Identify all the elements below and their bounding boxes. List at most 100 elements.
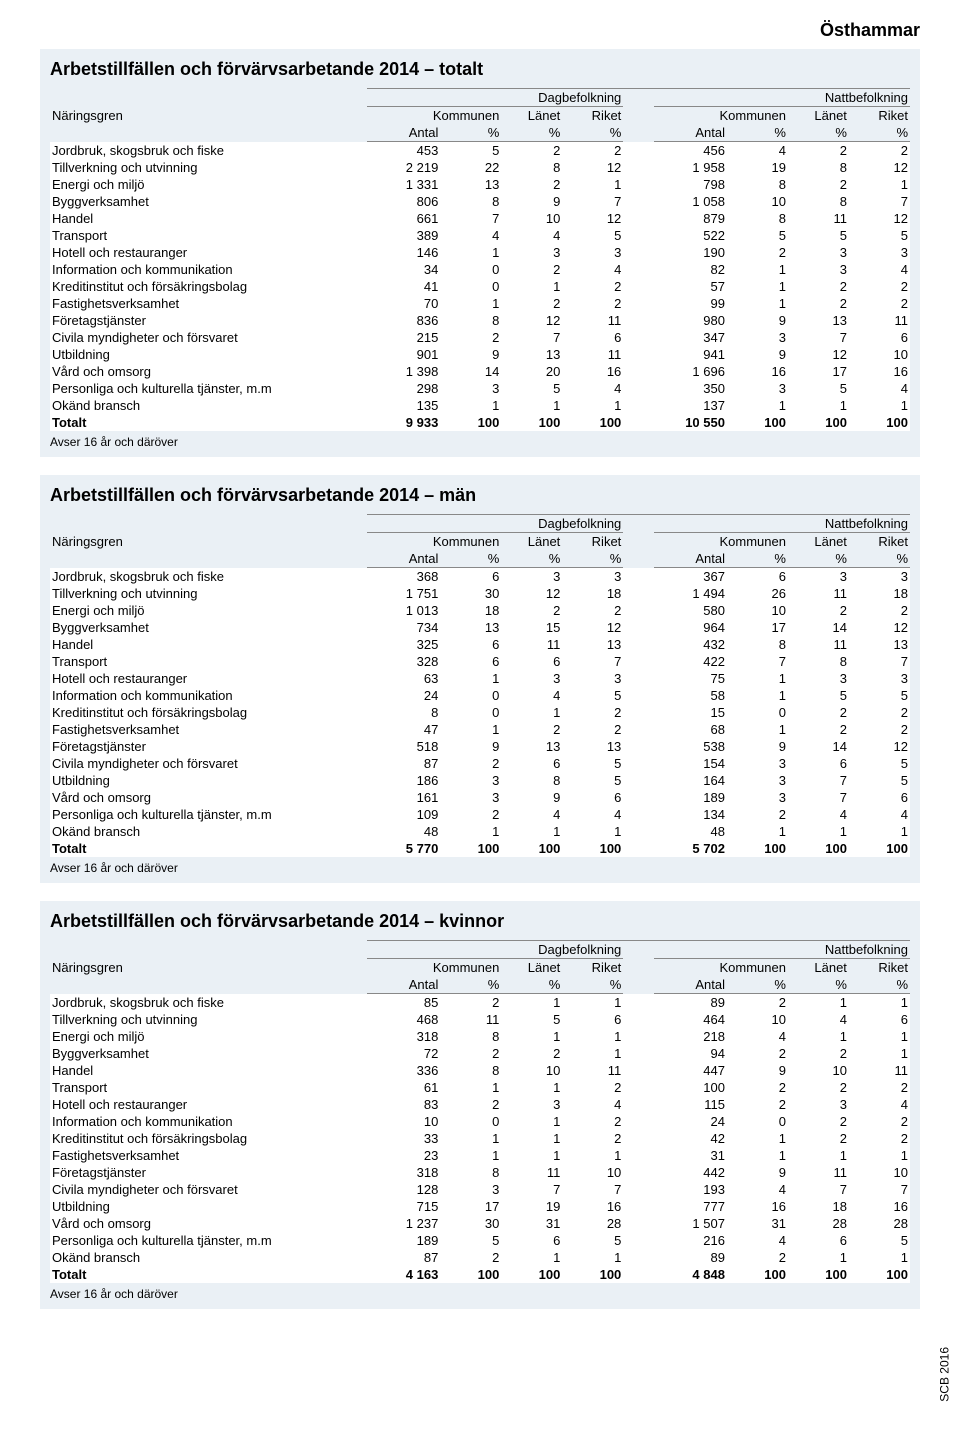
row-label: Utbildning — [50, 1198, 367, 1215]
cell-value: 2 — [788, 1045, 849, 1062]
col-header-lanet: Länet — [788, 533, 849, 551]
table-row: Energi och miljö318811218411 — [50, 1028, 910, 1045]
cell-value: 3 — [849, 244, 910, 261]
cell-value: 100 — [562, 414, 623, 431]
cell-value: 19 — [501, 1198, 562, 1215]
cell-value: 518 — [367, 738, 440, 755]
col-header-pct: % — [440, 124, 501, 142]
row-label: Företagstjänster — [50, 312, 367, 329]
cell-value: 30 — [440, 1215, 501, 1232]
cell-value: 777 — [654, 1198, 727, 1215]
cell-value: 2 — [849, 721, 910, 738]
col-header-pct: % — [562, 976, 623, 994]
table-row: Transport61112100222 — [50, 1079, 910, 1096]
cell-gap — [623, 1215, 653, 1232]
cell-value: 100 — [440, 414, 501, 431]
cell-value: 2 — [501, 142, 562, 160]
cell-value: 85 — [367, 994, 440, 1012]
cell-value: 12 — [849, 210, 910, 227]
cell-value: 58 — [654, 687, 727, 704]
cell-value: 8 — [788, 193, 849, 210]
cell-value: 100 — [849, 414, 910, 431]
cell-gap — [623, 1113, 653, 1130]
cell-value: 4 — [562, 806, 623, 823]
col-header-kommunen: Kommunen — [367, 107, 501, 125]
table-row: Utbildning715171916777161816 — [50, 1198, 910, 1215]
cell-value: 734 — [367, 619, 440, 636]
cell-value: 115 — [654, 1096, 727, 1113]
cell-value: 31 — [654, 1147, 727, 1164]
cell-value: 368 — [367, 568, 440, 586]
cell-gap — [623, 329, 653, 346]
table-row: Kreditinstitut och försäkringsbolag33112… — [50, 1130, 910, 1147]
col-header-pct: % — [501, 976, 562, 994]
cell-value: 7 — [501, 1181, 562, 1198]
cell-value: 1 — [788, 1147, 849, 1164]
row-label: Företagstjänster — [50, 1164, 367, 1181]
cell-value: 1 — [501, 823, 562, 840]
cell-value: 1 — [562, 1045, 623, 1062]
cell-gap — [623, 1011, 653, 1028]
cell-gap — [623, 1232, 653, 1249]
cell-value: 0 — [440, 1113, 501, 1130]
cell-gap — [623, 653, 653, 670]
cell-value: 17 — [727, 619, 788, 636]
cell-value: 1 — [501, 1147, 562, 1164]
cell-value: 1 — [849, 1249, 910, 1266]
table-row-total: Totalt4 1631001001004 848100100100 — [50, 1266, 910, 1283]
cell-value: 2 — [562, 602, 623, 619]
cell-value: 2 — [788, 602, 849, 619]
row-label: Jordbruk, skogsbruk och fiske — [50, 568, 367, 586]
col-header-riket: Riket — [562, 533, 623, 551]
col-header-riket: Riket — [562, 959, 623, 977]
row-label: Handel — [50, 210, 367, 227]
cell-value: 8 — [440, 312, 501, 329]
cell-value: 146 — [367, 244, 440, 261]
col-header-antal: Antal — [654, 124, 727, 142]
cell-value: 5 — [849, 227, 910, 244]
cell-value: 11 — [788, 636, 849, 653]
cell-gap — [623, 295, 653, 312]
table-row: Civila myndigheter och försvaret12837719… — [50, 1181, 910, 1198]
table-row: Hotell och restauranger6313375133 — [50, 670, 910, 687]
cell-value: 2 — [849, 278, 910, 295]
cell-value: 442 — [654, 1164, 727, 1181]
cell-value: 11 — [562, 312, 623, 329]
cell-value: 1 — [849, 1028, 910, 1045]
cell-value: 5 — [562, 687, 623, 704]
cell-value: 447 — [654, 1062, 727, 1079]
cell-value: 18 — [849, 585, 910, 602]
cell-value: 18 — [562, 585, 623, 602]
cell-value: 422 — [654, 653, 727, 670]
cell-value: 7 — [788, 329, 849, 346]
cell-value: 2 — [562, 721, 623, 738]
cell-value: 6 — [788, 755, 849, 772]
section-title: Arbetstillfällen och förvärvsarbetande 2… — [50, 55, 910, 88]
col-header-lanet: Länet — [788, 107, 849, 125]
cell-value: 11 — [788, 585, 849, 602]
cell-value: 2 — [727, 1096, 788, 1113]
cell-value: 3 — [788, 1096, 849, 1113]
cell-value: 1 — [440, 1079, 501, 1096]
cell-value: 16 — [727, 363, 788, 380]
table-row: Kreditinstitut och försäkringsbolag41012… — [50, 278, 910, 295]
cell-value: 1 507 — [654, 1215, 727, 1232]
cell-value: 164 — [654, 772, 727, 789]
cell-value: 715 — [367, 1198, 440, 1215]
cell-value: 1 — [788, 1249, 849, 1266]
cell-value: 347 — [654, 329, 727, 346]
cell-value: 5 — [562, 227, 623, 244]
cell-value: 218 — [654, 1028, 727, 1045]
cell-value: 580 — [654, 602, 727, 619]
cell-value: 5 770 — [367, 840, 440, 857]
cell-gap — [623, 789, 653, 806]
cell-value: 5 — [501, 380, 562, 397]
cell-value: 2 — [788, 142, 849, 160]
cell-value: 2 — [788, 704, 849, 721]
table-row: Byggverksamhet7222194221 — [50, 1045, 910, 1062]
cell-value: 7 — [849, 653, 910, 670]
cell-value: 1 — [501, 1113, 562, 1130]
cell-value: 13 — [562, 636, 623, 653]
cell-gap — [623, 227, 653, 244]
cell-value: 1 — [440, 244, 501, 261]
